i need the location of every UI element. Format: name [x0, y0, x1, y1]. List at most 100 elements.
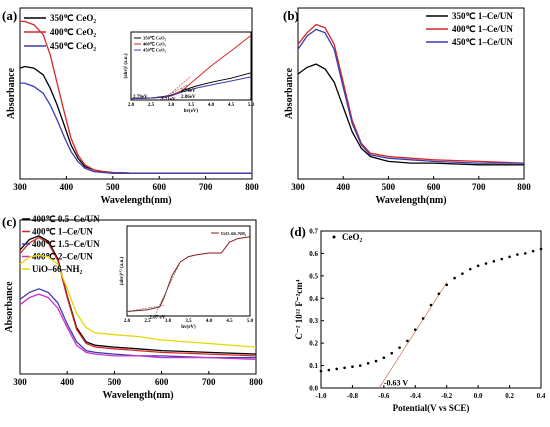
x-tick-label: 0.2	[505, 392, 514, 400]
legend-entry-0: 350℃ CeO₂	[50, 13, 96, 23]
inset-x-tick-label: 4.0	[206, 319, 213, 324]
inset-x-tick-label: 4.5	[226, 319, 233, 324]
tangent-line	[154, 261, 181, 317]
inset-annotation-0: 2.74eV	[181, 89, 196, 94]
data-point	[453, 276, 456, 280]
inset-x-tick-label: 3.0	[168, 103, 175, 108]
inset-x-axis-label: hv(eV)	[184, 109, 199, 114]
y-axis-label: Absorbance	[4, 281, 15, 333]
inset-x-tick-label: 2.5	[148, 103, 155, 108]
x-tick-label: 400	[336, 182, 350, 192]
inset-x-axis-label: hv(eV)	[181, 325, 196, 330]
inset-annotation-3: 2.86eV	[181, 95, 196, 100]
series-line-2	[297, 28, 524, 164]
inset-annotation-2: 2.71eV	[161, 98, 176, 103]
data-point	[382, 356, 386, 360]
data-point	[358, 364, 362, 367]
data-point	[429, 303, 433, 307]
data-point	[500, 257, 504, 261]
inset-x-tick-label: 3.0	[165, 319, 172, 324]
x-axis-label: Potential(V vs SCE)	[393, 403, 470, 413]
y-tick-label: 0.6	[309, 250, 318, 258]
inset-x-tick-label: 3.5	[185, 319, 192, 324]
data-point	[476, 264, 480, 268]
data-point	[461, 272, 464, 275]
inset-legend-entry-2: 450℃ CeO₂	[143, 47, 167, 53]
y-axis-label: Absorbance	[6, 67, 17, 119]
series-line-1	[297, 23, 525, 164]
y-tick-label: 0.4	[309, 295, 318, 303]
x-tick-label: 800	[245, 182, 259, 192]
data-point	[374, 359, 378, 363]
inset-c: 2.0 2.5 3.0 3.5 4.0 4.5 5.0 hv(eV) (ahv)¹ᐟ² (a.u…	[119, 225, 254, 330]
legend-entry-0: 350℃ 1–Ce/UN	[452, 11, 513, 21]
inset-legend-entry-0: UiO–66–NH₂	[221, 231, 247, 236]
series-line-0	[297, 63, 524, 166]
data-point	[327, 368, 331, 372]
data-point	[366, 362, 370, 365]
inset-frame	[126, 225, 251, 317]
fit-line	[378, 282, 448, 389]
legend-entry-2: 450℃ CeO₂	[50, 41, 96, 51]
baseline-line	[126, 304, 164, 312]
data-point	[351, 365, 354, 368]
legend-entry-1: 400℃ 1–Ce/UN	[452, 24, 513, 34]
y-tick-label: 0.0	[309, 385, 318, 393]
data-point	[413, 328, 417, 331]
inset-y-axis-label: (ahv)² (a.u.)	[123, 53, 129, 78]
inset-x-tick-label: 5.0	[248, 103, 255, 108]
inset-x-tick-label: 2.5	[144, 319, 151, 324]
data-point	[531, 249, 535, 253]
legend-entry-4: UiO–66–NH₂	[32, 264, 83, 274]
data-point	[421, 317, 425, 320]
legend-entry-0: CeO₂	[342, 232, 362, 242]
plot-frame	[19, 219, 257, 375]
x-tick-label: 500	[108, 377, 122, 387]
series-line-3	[19, 293, 257, 361]
y-tick-label: 0.7	[309, 228, 318, 236]
panel-label: (c)	[2, 214, 16, 229]
y-axis-label: Absorbance	[284, 67, 295, 119]
x-tick-label: 700	[202, 377, 216, 387]
panel-b: 300 400 500 600 700 800 Wavelength(nm) Absorban…	[283, 7, 531, 206]
inset-x-tick-label: 2.0	[128, 103, 135, 108]
x-tick-label: 800	[249, 377, 263, 387]
x-tick-label: 800	[517, 182, 531, 192]
series-line-2	[20, 82, 252, 174]
panel-label: (a)	[2, 8, 17, 23]
y-axis-label: C⁻² 10¹² F⁻²cm⁴	[294, 279, 304, 339]
data-point	[484, 262, 488, 265]
legend-entry-1: 400℃ 1–Ce/UN	[32, 227, 93, 237]
x-tick-label: 400	[60, 182, 74, 192]
inset-x-tick-label: 4.5	[228, 103, 235, 108]
series-line-1	[19, 236, 257, 357]
x-tick-label: 600	[427, 182, 441, 192]
inset-annotation-0: 2.67 eV	[150, 316, 166, 321]
legend-entry-2: 400℃ 1.5–Ce/UN	[32, 239, 100, 249]
y-tick-label: 0.5	[309, 272, 318, 280]
data-point	[492, 259, 496, 263]
inset-x-tick-label: 3.5	[188, 103, 195, 108]
inset-y-axis-label: (ahv)¹ᐟ² (a.u.)	[119, 256, 125, 285]
x-tick-label: 600	[155, 377, 169, 387]
data-point	[319, 369, 323, 373]
data-point	[539, 247, 543, 251]
x-tick-label: 300	[291, 182, 305, 192]
data-point	[437, 292, 441, 296]
x-tick-label: -0.8	[347, 392, 359, 400]
x-axis-label: Wavelength(nm)	[375, 195, 446, 206]
series-line-0	[19, 235, 257, 355]
plot-frame	[297, 7, 525, 180]
x-tick-label: 600	[152, 182, 166, 192]
y-tick-label: 0.2	[309, 340, 318, 348]
data-point	[343, 366, 346, 370]
legend-entry-0: 400℃ 0.5–Ce/UN	[32, 214, 100, 224]
panel-label: (b)	[283, 8, 299, 23]
x-axis-label: Wavelength(nm)	[102, 390, 173, 401]
x-tick-label: 300	[13, 377, 27, 387]
x-tick-label: 700	[199, 182, 213, 192]
panel-c: 300 400 500 600 700 800 Wavelength(nm) Absorban…	[2, 214, 263, 401]
legend-entry-1: 400℃ CeO₂	[50, 27, 96, 37]
series-line-0	[19, 65, 252, 174]
